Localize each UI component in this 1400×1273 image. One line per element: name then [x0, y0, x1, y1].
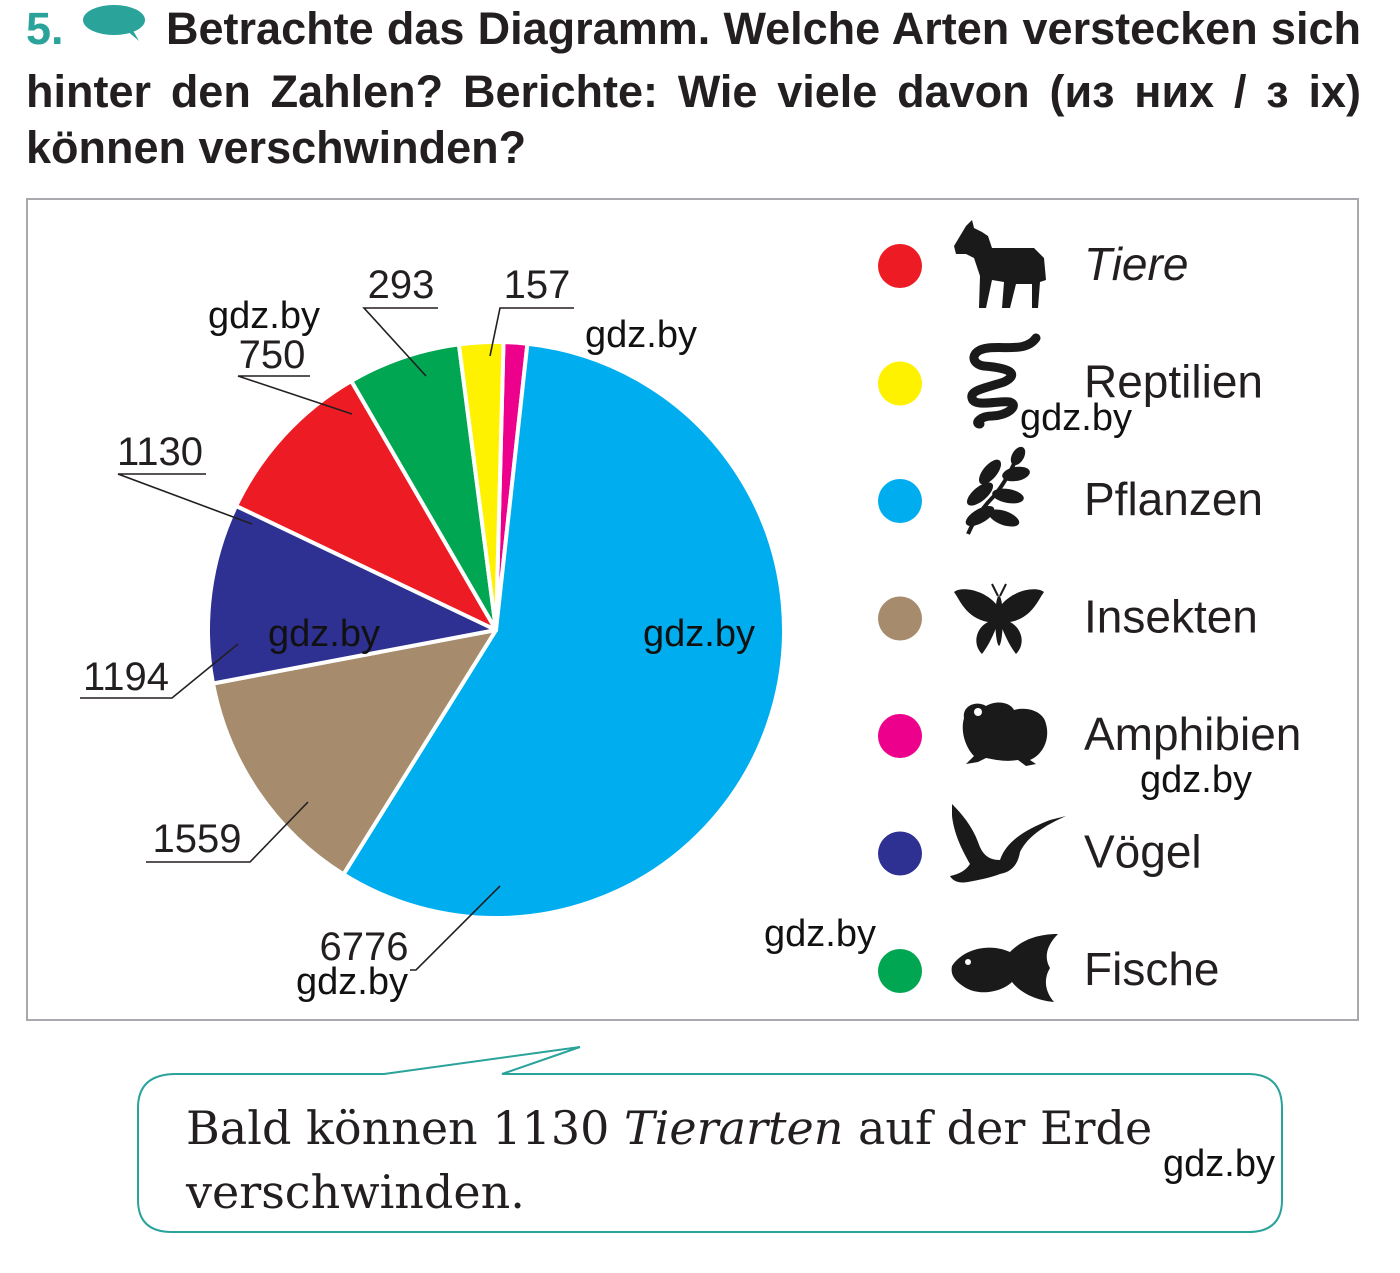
value-label: 1194 [83, 655, 169, 699]
value-label: 750 [239, 333, 306, 377]
legend-label: Reptilien [1084, 356, 1263, 408]
legend-label: Tiere [1084, 238, 1188, 290]
pie-slice [211, 628, 498, 877]
task-text: Betrachte das Diagramm. Welche Arten ver… [26, 2, 1361, 173]
pie-slice [234, 379, 498, 632]
legend-swatch [878, 831, 922, 876]
watermark: gdz.by [1020, 397, 1132, 439]
pie-slice [456, 340, 506, 632]
fish-icon [951, 934, 1058, 1002]
leader-line [237, 375, 353, 415]
legend-label: Pflanzen [1084, 473, 1263, 525]
legend-swatch [878, 479, 922, 523]
leader-line [146, 801, 309, 863]
butterfly-icon [954, 583, 1044, 654]
legend-icons [950, 220, 1066, 1002]
value-labels: 157 6776 1559 1194 1130 750 293 [83, 263, 570, 969]
legend-swatch [878, 361, 922, 406]
value-label: 1559 [153, 817, 242, 861]
value-label: 157 [504, 263, 571, 307]
legend-swatches [878, 244, 922, 993]
legend-label: Fische [1084, 943, 1219, 995]
chart-frame [26, 198, 1359, 1021]
leader-line [489, 307, 574, 357]
horse-icon [954, 220, 1046, 308]
leader-line [80, 643, 239, 699]
leader-line [362, 307, 438, 377]
legend-label: Amphibien [1084, 708, 1301, 760]
task-number: 5. [26, 2, 64, 54]
leader-line [410, 885, 501, 971]
value-label: 1130 [117, 430, 203, 474]
legend-swatch [878, 714, 922, 758]
legend-swatch [878, 596, 922, 641]
answer-part1: Bald können 1130 [186, 1101, 624, 1155]
watermark: gdz.by [1140, 759, 1252, 801]
answer-text: Bald können 1130 Tierarten auf der Erde … [186, 1096, 1246, 1224]
watermark: gdz.by [268, 613, 380, 655]
legend-swatch [878, 244, 922, 288]
watermark: gdz.by [764, 913, 876, 955]
pie-slices [205, 340, 786, 920]
legend-labels: Tiere Reptilien Pflanzen Insekten Amphibien V… [1084, 238, 1301, 995]
watermark: gdz.by [585, 314, 697, 356]
watermark: gdz.by [208, 295, 320, 337]
legend-label: Vögel [1084, 826, 1202, 878]
value-label: 293 [368, 263, 435, 307]
watermark: gdz.by [643, 613, 755, 655]
answer-part2: auf der Erde verschwinden. [186, 1101, 1153, 1219]
leader-lines [80, 307, 574, 971]
leaf-icon [965, 446, 1030, 535]
bird-icon [950, 804, 1066, 883]
value-label: 6776 [320, 925, 409, 969]
watermark: gdz.by [296, 961, 408, 1003]
leader-line [117, 473, 253, 525]
snake-icon [967, 333, 1041, 429]
speech-bubble-icon [81, 0, 147, 56]
answer-italic: Tierarten [624, 1101, 844, 1155]
task-prompt: 5. Betrachte das Diagramm. Welche Arten … [26, 0, 1361, 176]
legend-label: Insekten [1084, 591, 1258, 643]
frog-icon [962, 702, 1048, 766]
pie-slice [349, 342, 498, 632]
pie-slice [341, 341, 786, 920]
legend-swatch [878, 949, 922, 993]
watermark: gdz.by [1163, 1143, 1275, 1185]
